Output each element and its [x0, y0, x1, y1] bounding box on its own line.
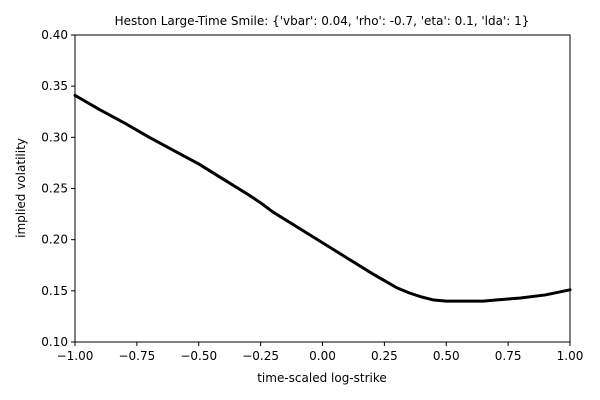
y-tick-label: 0.10: [41, 335, 68, 349]
x-tick-label: −0.50: [180, 349, 217, 363]
x-tick-label: 0.75: [495, 349, 522, 363]
y-axis: 0.10 0.15 0.20 0.25 0.30 0.35 0.40: [41, 28, 75, 349]
x-tick-label: 0.00: [309, 349, 336, 363]
x-tick-label: −0.25: [242, 349, 279, 363]
x-tick-label: 0.50: [433, 349, 460, 363]
x-tick-label: 0.25: [371, 349, 398, 363]
x-tick-label: 1.00: [557, 349, 584, 363]
y-tick-label: 0.20: [41, 233, 68, 247]
plot-area: [73, 93, 572, 303]
y-tick-label: 0.25: [41, 182, 68, 196]
y-tick-label: 0.15: [41, 284, 68, 298]
x-axis-label: time-scaled log-strike: [257, 371, 387, 385]
series-line: [73, 93, 572, 303]
y-tick-label: 0.35: [41, 79, 68, 93]
y-axis-label: implied volatility: [14, 138, 28, 238]
x-axis: −1.00 −0.75 −0.50 −0.25 0.00 0.25 0.50 0.75 1.00: [57, 342, 584, 363]
x-tick-label: −0.75: [118, 349, 155, 363]
plot-frame: [74, 34, 571, 343]
y-tick-label: 0.30: [41, 130, 68, 144]
x-tick-label: −1.00: [57, 349, 94, 363]
chart-title: Heston Large-Time Smile: {'vbar': 0.04, …: [115, 14, 530, 28]
y-tick-label: 0.40: [41, 28, 68, 42]
